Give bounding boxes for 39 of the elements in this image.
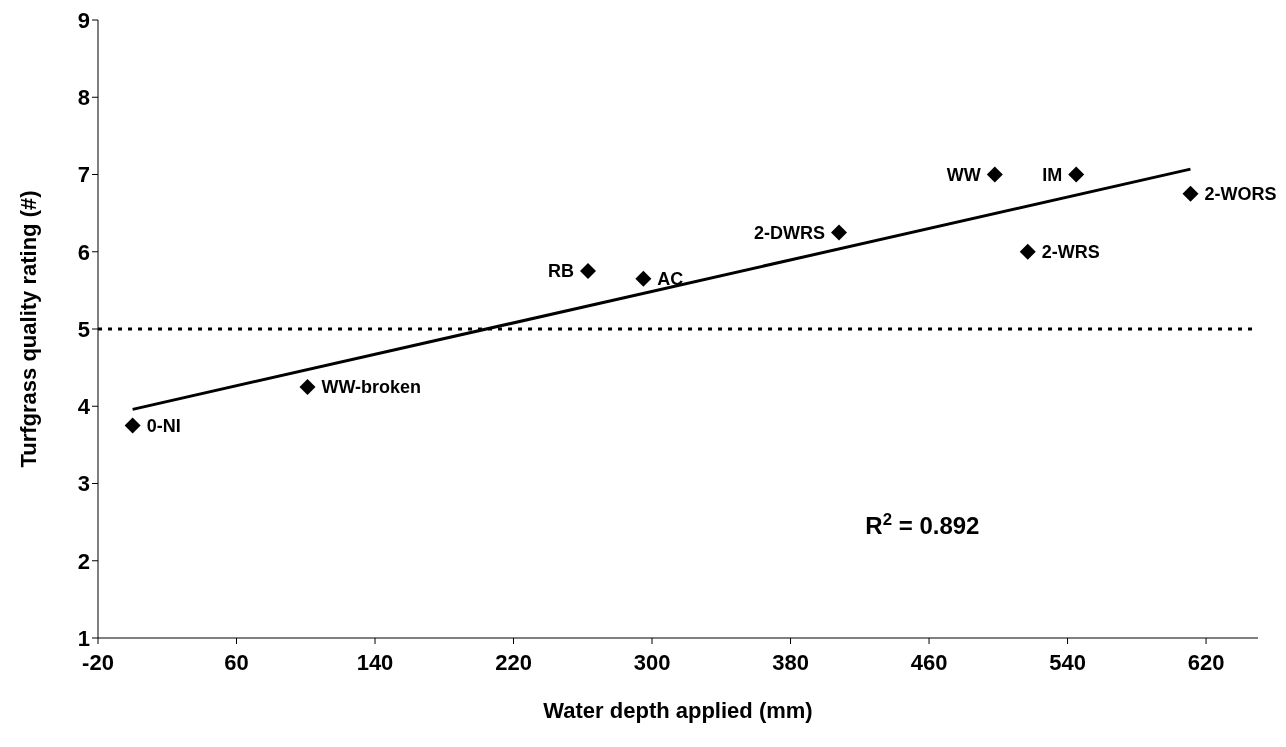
y-axis-title: Turfgrass quality rating (#): [15, 190, 41, 468]
y-tick-label: 3: [77, 471, 90, 497]
annotation: R$^{2}$ = 0.892: [865, 509, 980, 539]
annotation: RB: [547, 261, 574, 282]
annotation: 2-WORS: [1204, 184, 1277, 205]
annotation: 2-DWRS: [754, 222, 826, 243]
x-tick-label: 300: [633, 649, 671, 675]
x-tick-label: -20: [82, 649, 114, 675]
point: [579, 263, 596, 280]
annotation: WW: [946, 164, 981, 185]
y-tick-label: 5: [77, 316, 90, 342]
annotation: IM: [1042, 164, 1063, 185]
x-tick-label: 540: [1049, 649, 1086, 675]
annotation: AC: [657, 269, 684, 290]
point: [635, 270, 652, 287]
y-tick-label: 6: [77, 239, 90, 265]
point: [1068, 166, 1085, 183]
y-tick-label: 4: [77, 394, 91, 420]
x-tick-label: 220: [495, 649, 532, 675]
x-tick-label: 460: [910, 649, 948, 675]
point: [1019, 243, 1036, 260]
y-tick-label: 7: [77, 162, 90, 188]
annotation: WW-broken: [321, 377, 422, 398]
x-tick-label: 140: [356, 649, 394, 675]
point: [1182, 185, 1199, 202]
x-tick-label: 380: [772, 649, 809, 675]
point: [299, 378, 316, 395]
x-tick-label: 60: [224, 649, 249, 675]
x-axis-title: Water depth applied (mm): [543, 698, 813, 723]
point: [124, 417, 141, 434]
annotation: 0-NI: [146, 415, 181, 436]
y-tick-label: 2: [77, 548, 90, 574]
annotation: 2-WRS: [1041, 242, 1100, 263]
x-tick-label: 620: [1187, 649, 1225, 675]
y-tick-label: 9: [77, 7, 90, 33]
point: [831, 224, 848, 241]
point: [986, 166, 1003, 183]
y-tick-label: 8: [77, 85, 90, 111]
y-tick-label: 1: [77, 625, 90, 651]
